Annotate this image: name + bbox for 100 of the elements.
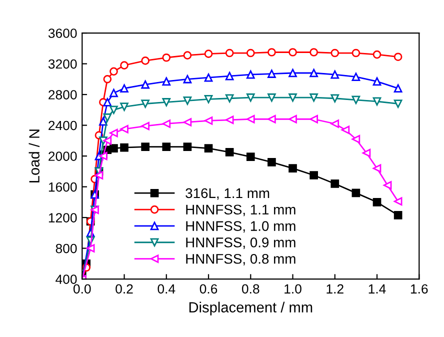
point [183, 118, 192, 126]
point [246, 70, 255, 79]
point [183, 142, 192, 151]
x-tick-label: 1.2 [326, 284, 344, 294]
point [120, 124, 128, 134]
point [141, 56, 150, 65]
point [268, 70, 276, 78]
point [362, 148, 371, 158]
point [86, 244, 95, 252]
y-tick-label: 3200 [48, 59, 77, 69]
point [225, 116, 234, 124]
point [162, 98, 171, 106]
y-tick-label: 1600 [48, 182, 77, 192]
legend-label: HNNFSS, 1.1 mm [186, 204, 296, 216]
point [288, 164, 297, 172]
point [352, 134, 360, 144]
text: 0.0 [73, 284, 91, 294]
point [372, 97, 382, 106]
point [141, 122, 150, 130]
y-tick-label: 2800 [48, 90, 77, 100]
point [394, 84, 402, 93]
point [288, 68, 297, 78]
point [330, 70, 340, 79]
point [352, 188, 360, 198]
point [162, 142, 171, 151]
point [110, 67, 118, 76]
point [225, 148, 234, 156]
point [110, 144, 118, 153]
point [372, 50, 382, 59]
point [330, 94, 340, 103]
point [288, 93, 297, 102]
point [352, 48, 360, 58]
point [120, 84, 128, 93]
y-tick-label: 2400 [48, 120, 77, 130]
point [225, 48, 234, 58]
point [204, 116, 213, 125]
point [99, 117, 108, 126]
point [225, 72, 234, 80]
legend-label: HNNFSS, 0.8 mm [186, 254, 296, 266]
point [310, 114, 318, 124]
point [341, 126, 350, 134]
point [204, 73, 213, 82]
x-tick-label: 0.2 [116, 284, 133, 294]
x-tick-label: 0.6 [200, 284, 218, 294]
point [246, 93, 255, 102]
point [310, 48, 318, 56]
point [183, 74, 192, 84]
point [246, 114, 255, 124]
y-tick-label: 2000 [48, 152, 77, 161]
point [268, 158, 276, 166]
y-tick-label: 3600 [48, 28, 77, 38]
point [204, 50, 213, 58]
point [162, 120, 171, 128]
y-tick-label: 400 [56, 274, 77, 284]
point [110, 128, 118, 138]
point [141, 80, 150, 89]
point [330, 120, 340, 128]
point [120, 61, 128, 70]
point [103, 74, 112, 84]
point [372, 198, 382, 206]
x-tick-label: 0.4 [158, 284, 176, 294]
point [110, 88, 118, 98]
point [183, 96, 192, 105]
y-tick-label: 800 [56, 244, 77, 254]
point [394, 100, 402, 108]
point [372, 77, 382, 86]
point [394, 197, 402, 206]
point [162, 53, 171, 62]
point [120, 143, 128, 152]
point [225, 94, 234, 103]
point [103, 136, 112, 145]
point [352, 96, 360, 104]
point [310, 171, 318, 180]
point [268, 48, 276, 56]
point [330, 48, 340, 58]
x-tick-label: 1.4 [368, 284, 386, 294]
y-tick-label: 1200 [48, 213, 77, 222]
point [246, 48, 255, 58]
point [246, 152, 255, 161]
point [103, 113, 112, 122]
point [94, 171, 104, 180]
point [141, 142, 150, 151]
point [183, 51, 192, 60]
point [288, 114, 297, 124]
point [110, 106, 118, 114]
point [204, 144, 213, 153]
point [204, 94, 213, 104]
x-tick-label: 1.6 [410, 284, 428, 294]
point [268, 114, 276, 124]
text: 1.0 [284, 284, 302, 294]
point [268, 93, 276, 102]
point [162, 77, 171, 86]
legend-label: HNNFSS, 1.0 mm [186, 221, 296, 233]
point [103, 98, 112, 106]
point [120, 102, 128, 111]
legend-label: 316L, 1.1 mm [186, 188, 270, 200]
point [288, 48, 297, 56]
x-tick-label: 0.8 [242, 284, 260, 294]
point [310, 93, 318, 102]
point [330, 180, 340, 188]
